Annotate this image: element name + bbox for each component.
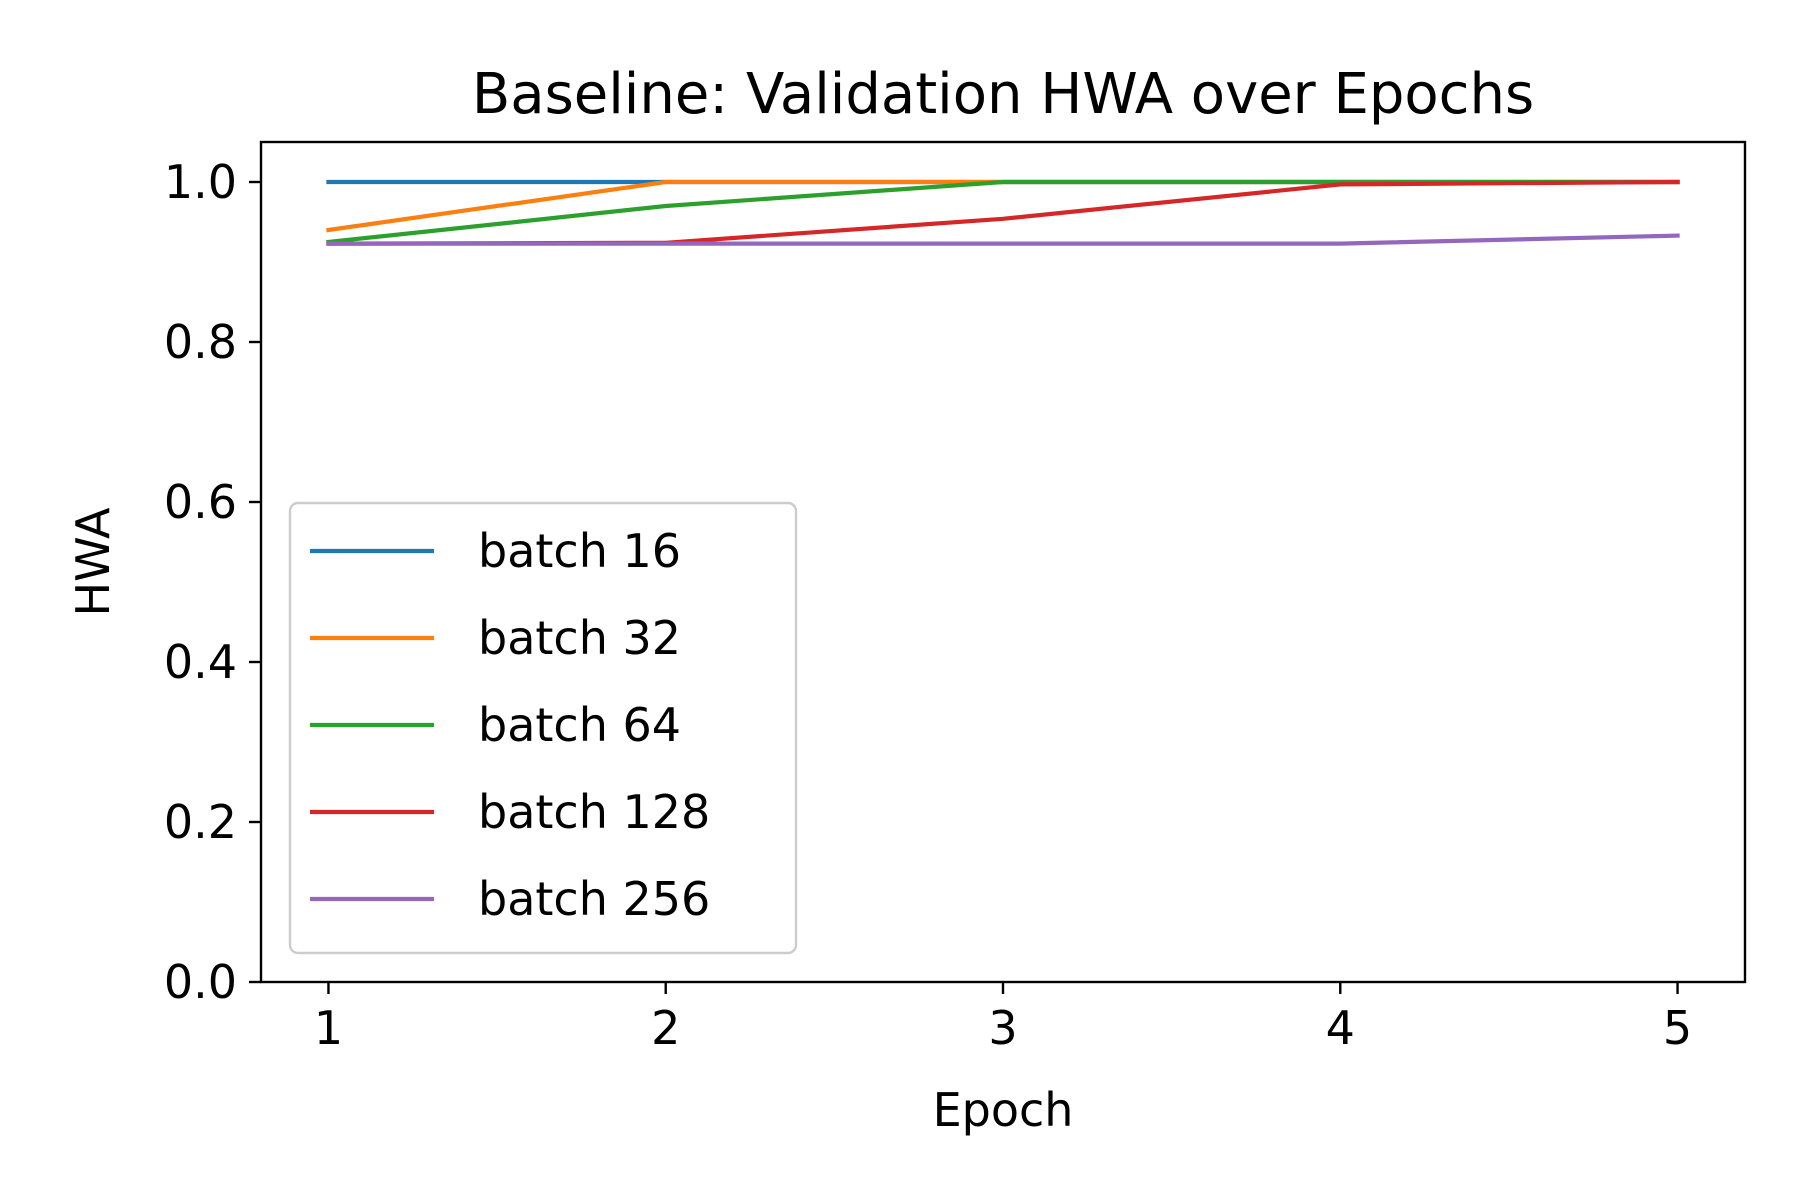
series-line-batch-256 — [326, 233, 1680, 246]
x-tick-label: 2 — [651, 1001, 680, 1055]
x-tick-label: 4 — [1326, 1001, 1355, 1055]
legend-label: batch 32 — [478, 611, 681, 665]
x-axis-label: Epoch — [933, 1083, 1074, 1137]
legend: batch 16 batch 32 batch 64 batch 128 batch 2… — [288, 501, 798, 955]
y-tick-label: 0.6 — [164, 475, 237, 529]
y-tick-label: 0.8 — [164, 315, 237, 369]
axes-layer: 1 2 3 4 5 0.0 0.2 0.4 0.6 0.8 1.0 — [164, 140, 1747, 1055]
legend-label: batch 256 — [478, 872, 710, 926]
x-tick-label: 5 — [1663, 1001, 1692, 1055]
legend-label: batch 64 — [478, 698, 681, 752]
series-line-batch-32 — [326, 179, 1680, 233]
y-tick-label: 0.2 — [164, 795, 237, 849]
y-tick-label: 1.0 — [164, 155, 237, 209]
series-line-batch-128 — [326, 179, 1680, 246]
legend-label: batch 128 — [478, 785, 710, 839]
legend-label: batch 16 — [478, 524, 681, 578]
x-tick-label: 1 — [314, 1001, 343, 1055]
series-line-batch-64 — [326, 179, 1680, 245]
y-tick-label: 0.4 — [164, 635, 237, 689]
legend-box — [288, 501, 798, 955]
series-layer — [326, 179, 1680, 246]
y-tick-label: 0.0 — [164, 955, 237, 1009]
y-axis-label: HWA — [66, 507, 120, 617]
x-tick-label: 3 — [988, 1001, 1017, 1055]
chart-title: Baseline: Validation HWA over Epochs — [472, 62, 1534, 127]
